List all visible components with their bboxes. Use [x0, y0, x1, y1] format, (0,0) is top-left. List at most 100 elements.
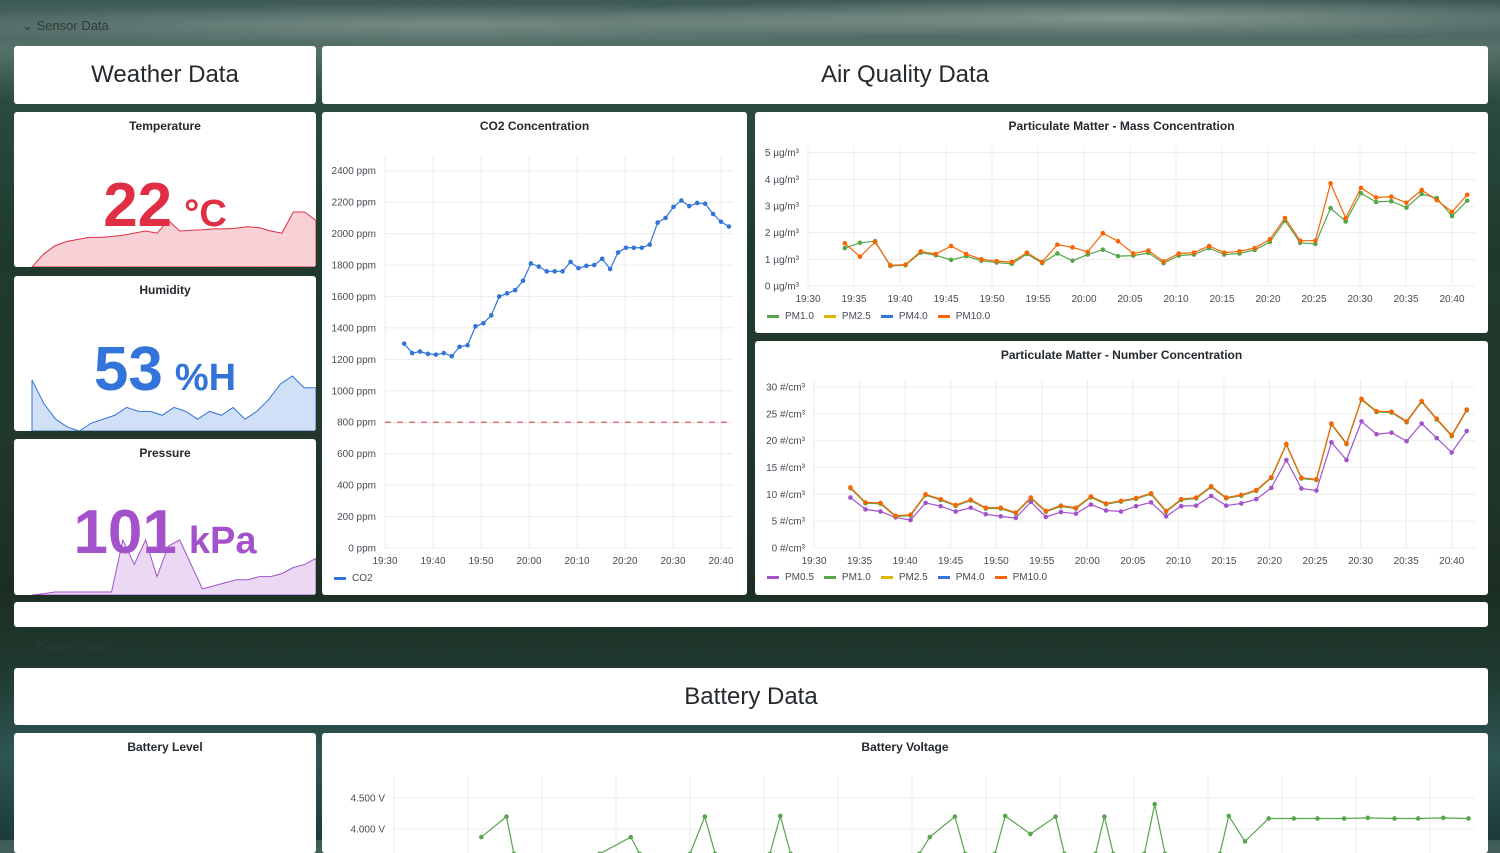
legend-item[interactable]: PM1.0: [823, 572, 871, 583]
data-point: [1013, 515, 1019, 521]
legend-item[interactable]: PM2.5: [823, 311, 871, 322]
legend: CO2: [334, 573, 373, 584]
series-PM10.0: [850, 397, 1468, 517]
x-tick-label: 20:25: [1303, 556, 1328, 567]
data-point: [504, 291, 510, 296]
legend-item[interactable]: PM2.5: [880, 572, 928, 583]
data-point: [1028, 831, 1033, 837]
x-tick-label: 19:55: [1029, 556, 1054, 567]
battery-voltage-panel: Battery Voltage 4.000 V 4.500 V: [322, 733, 1488, 853]
battery-level-panel: Battery Level: [14, 733, 316, 853]
data-point: [1133, 495, 1139, 501]
x-tick-label: 20:35: [1393, 294, 1418, 305]
pressure-value: 101 kPa: [14, 497, 316, 568]
data-point: [1253, 496, 1259, 502]
x-tick-label: 20:30: [1347, 294, 1372, 305]
y-tick-label: 3 µg/m³: [765, 202, 800, 213]
data-point: [1464, 407, 1470, 412]
legend-item[interactable]: PM0.5: [767, 572, 814, 583]
data-point: [504, 814, 509, 819]
y-tick-label: 4.500 V: [351, 794, 386, 805]
stat-number: 53: [93, 335, 163, 404]
data-point: [857, 254, 863, 259]
y-tick-label: 5 µg/m³: [765, 148, 800, 159]
panel-title: Battery Level: [127, 740, 203, 754]
data-point: [409, 350, 415, 356]
data-point: [1314, 477, 1319, 482]
legend-item[interactable]: PM4.0: [937, 572, 985, 583]
data-point: [1193, 503, 1199, 508]
data-point: [938, 503, 943, 509]
data-point: [639, 245, 645, 251]
row-title: Device Data: [36, 640, 108, 655]
legend-item[interactable]: PM4.0: [880, 311, 928, 322]
humidity-panel: Humidity 53 %H: [14, 276, 316, 431]
x-tick-label: 19:50: [468, 556, 493, 567]
legend-item[interactable]: PM10.0: [994, 572, 1047, 583]
y-tick-label: 1800 ppm: [332, 261, 376, 272]
x-tick-label: 20:10: [564, 556, 589, 567]
data-point: [953, 509, 958, 514]
data-point: [536, 264, 542, 269]
data-point: [1464, 198, 1470, 203]
data-point: [1058, 503, 1064, 508]
data-point: [1103, 508, 1109, 513]
data-point: [433, 352, 439, 357]
x-tick-label: 19:35: [841, 294, 866, 305]
y-tick-label: 4 µg/m³: [765, 175, 800, 186]
row-device-data[interactable]: ⌄ Device Data: [22, 640, 108, 655]
data-point: [607, 266, 613, 272]
data-point: [953, 502, 958, 508]
y-tick-label: 800 ppm: [337, 418, 376, 429]
data-point: [1341, 816, 1347, 821]
data-point: [1146, 248, 1151, 253]
data-point: [878, 500, 883, 506]
x-tick-label: 19:40: [887, 294, 912, 305]
data-point: [1055, 251, 1060, 256]
data-point: [679, 198, 684, 203]
data-point: [1222, 250, 1227, 255]
pm-number-panel: Particulate Matter - Number Concentratio…: [755, 341, 1488, 595]
x-tick-label: 20:30: [660, 556, 685, 567]
y-tick-label: 0 µg/m³: [765, 282, 800, 293]
data-point: [1388, 198, 1394, 204]
data-point: [1013, 510, 1019, 515]
x-tick-label: 19:30: [372, 556, 397, 567]
data-point: [908, 517, 913, 523]
data-point: [1028, 495, 1034, 500]
y-tick-label: 0 ppm: [348, 544, 376, 555]
legend: PM1.0 PM2.5 PM4.0 PM10.0: [767, 311, 990, 322]
data-point: [983, 505, 989, 511]
y-tick-label: 5 #/cm³: [772, 517, 806, 528]
data-point: [1043, 508, 1049, 514]
y-tick-label: 1200 ppm: [332, 355, 376, 366]
chart-svg: 0 µg/m³ 1 µg/m³ 2 µg/m³ 3 µg/m³ 4 µg/m³ 5 µg/…: [765, 146, 1475, 305]
data-point: [1404, 438, 1409, 444]
air-title: Air Quality Data: [820, 61, 990, 88]
legend-item[interactable]: PM10.0: [937, 311, 990, 322]
y-tick-label: 2 µg/m³: [765, 228, 800, 239]
data-point: [671, 204, 676, 210]
data-point: [952, 814, 958, 819]
legend-item[interactable]: PM1.0: [767, 311, 814, 322]
data-point: [1389, 430, 1394, 435]
data-point: [1373, 195, 1379, 200]
data-point: [1009, 259, 1015, 265]
data-point: [1434, 435, 1439, 441]
data-point: [1269, 474, 1274, 480]
data-point: [878, 509, 883, 514]
data-point: [1100, 230, 1106, 236]
data-point: [1449, 433, 1454, 438]
x-tick-label: 20:40: [1439, 556, 1464, 567]
data-point: [1299, 486, 1304, 491]
x-tick-label: 19:40: [893, 556, 918, 567]
pressure-panel: Pressure 101 kPa: [14, 439, 316, 595]
x-tick-label: 19:40: [420, 556, 445, 567]
data-point: [584, 263, 589, 269]
row-sensor-data[interactable]: ⌄ Sensor Data: [22, 18, 109, 33]
x-tick-label: 20:20: [1255, 294, 1280, 305]
legend-item-co2[interactable]: CO2: [334, 573, 373, 584]
data-point: [552, 269, 557, 274]
temperature-sparkline: [31, 211, 316, 267]
data-point: [1223, 503, 1229, 508]
